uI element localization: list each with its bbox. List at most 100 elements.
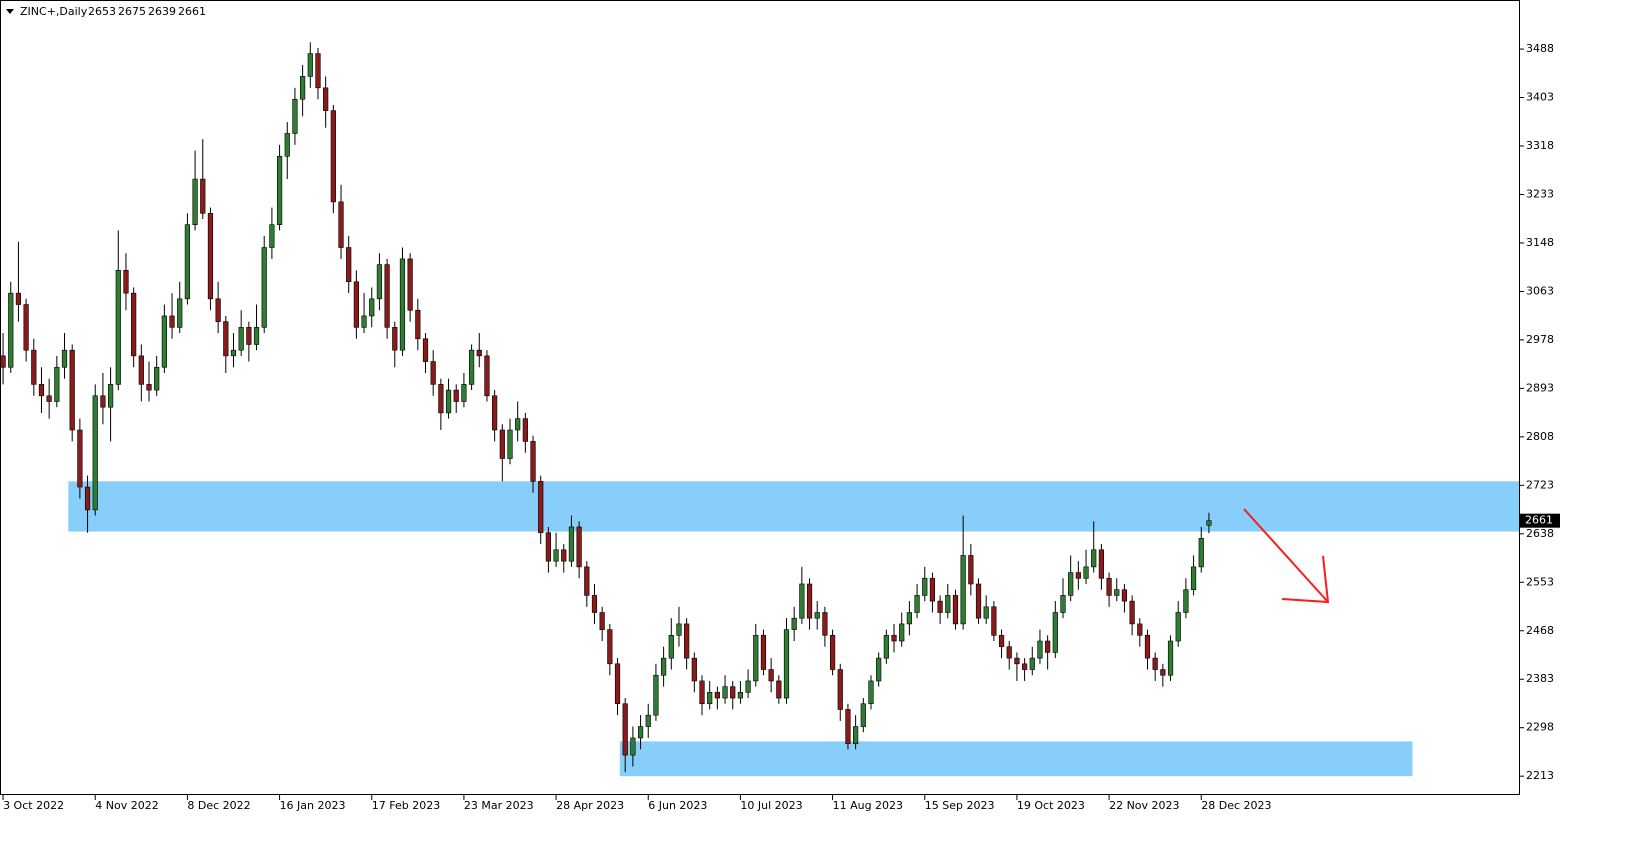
candle-body <box>484 355 490 397</box>
candle-body <box>968 555 974 585</box>
x-tick-label: 4 Nov 2022 <box>95 799 158 812</box>
candle-body <box>307 53 313 77</box>
candle-body <box>338 201 344 248</box>
candle-body <box>384 264 390 328</box>
candle-body <box>637 726 644 739</box>
candle-body <box>1021 663 1028 670</box>
candle-body <box>914 595 920 613</box>
candle-body <box>323 87 329 111</box>
candle-body <box>261 247 267 328</box>
candle-body <box>84 486 91 511</box>
candle-body <box>138 355 144 385</box>
candle-body <box>822 612 828 636</box>
candle-body <box>753 635 759 682</box>
candle-body <box>0 355 6 368</box>
candle-body <box>768 669 774 682</box>
y-tick-label: 2808 <box>1526 430 1554 443</box>
candle-body <box>392 327 398 351</box>
candle-body <box>653 674 659 716</box>
candle-body <box>284 133 290 157</box>
header-low: 2639 <box>148 5 176 18</box>
candle-body <box>1045 640 1051 653</box>
y-tick-label: 3488 <box>1526 42 1554 55</box>
candle-body <box>453 389 459 402</box>
candle-body <box>461 384 467 402</box>
candle-body <box>499 429 505 459</box>
candle-body <box>707 692 713 705</box>
header-close: 2661 <box>178 5 206 18</box>
candle-body <box>246 327 252 345</box>
y-tick-label: 2298 <box>1526 721 1554 734</box>
y-tick-label: 2978 <box>1526 333 1554 346</box>
y-tick-label: 3063 <box>1526 284 1554 297</box>
candle-body <box>1029 657 1035 670</box>
candle-body <box>1129 600 1135 625</box>
candle-body <box>184 224 191 300</box>
candle-body <box>1144 635 1151 659</box>
y-tick-label: 2553 <box>1526 575 1554 588</box>
candle-body <box>369 298 375 317</box>
candle-body <box>760 635 767 670</box>
candle-body <box>906 612 912 625</box>
candle-body <box>154 366 160 391</box>
candle-body <box>445 389 452 414</box>
candle-body <box>353 281 359 328</box>
candle-body <box>561 549 567 562</box>
price-tag <box>1520 513 1560 528</box>
y-tick-label: 2893 <box>1526 381 1554 394</box>
candle-body <box>776 680 782 699</box>
x-tick-label: 6 Jun 2023 <box>648 799 707 812</box>
y-tick-label: 3233 <box>1526 187 1554 200</box>
candle-body <box>684 623 690 659</box>
candle-body <box>814 612 820 619</box>
candle-body <box>806 583 813 619</box>
candle-body <box>253 327 260 345</box>
x-tick-label: 28 Dec 2023 <box>1201 799 1271 812</box>
x-tick-label: 11 Aug 2023 <box>833 799 903 812</box>
candle-body <box>407 258 413 311</box>
candle-body <box>1175 612 1181 642</box>
candle-body <box>829 635 836 670</box>
candle-body <box>69 349 75 431</box>
candle-body <box>668 635 674 659</box>
candle-body <box>223 321 229 357</box>
candle-body <box>522 418 528 442</box>
candle-body <box>330 110 336 203</box>
candle-body <box>991 606 997 636</box>
x-tick-label: 28 Apr 2023 <box>556 799 624 812</box>
candle-body <box>1037 640 1043 659</box>
price-tag-label: 2661 <box>1525 514 1553 527</box>
y-tick-label: 2638 <box>1526 527 1554 540</box>
candle-body <box>568 526 575 562</box>
candle-body <box>545 532 552 562</box>
candle-body <box>8 292 14 368</box>
candle-body <box>238 327 244 351</box>
x-tick-label: 19 Oct 2023 <box>1017 799 1085 812</box>
candle-body <box>952 595 959 625</box>
x-tick-label: 3 Oct 2022 <box>3 799 64 812</box>
candle-body <box>1106 577 1112 596</box>
candle-body <box>899 623 905 642</box>
candle-body <box>553 549 559 562</box>
candle-body <box>599 612 605 630</box>
candle-body <box>530 441 536 482</box>
plot-frame <box>0 0 1520 795</box>
symbol-title: ZINC+,Daily <box>20 5 88 18</box>
candle-body <box>922 577 928 596</box>
candle-body <box>622 703 628 756</box>
header-icon <box>6 9 14 14</box>
candle-body <box>415 309 421 340</box>
candle-body <box>346 247 352 283</box>
candle-body <box>376 264 383 300</box>
candle-body <box>230 349 237 357</box>
candle-body <box>876 657 882 682</box>
candle-body <box>853 726 859 744</box>
candle-body <box>983 606 989 619</box>
candle-body <box>38 384 45 397</box>
candle-body <box>791 617 797 630</box>
candle-body <box>1121 589 1128 602</box>
candle-body <box>123 270 129 294</box>
candle-body <box>1091 549 1097 568</box>
x-tick-label: 23 Mar 2023 <box>464 799 534 812</box>
